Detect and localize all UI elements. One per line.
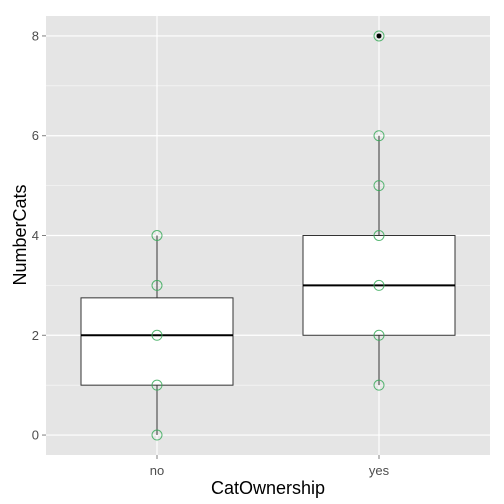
data-point bbox=[151, 329, 163, 341]
x-tick-label: no bbox=[150, 463, 164, 478]
data-point bbox=[151, 230, 163, 241]
y-tick-label: 4 bbox=[32, 228, 39, 243]
y-tick-label: 2 bbox=[32, 328, 39, 343]
data-point bbox=[151, 379, 163, 391]
whiskers bbox=[156, 135, 380, 436]
data-point bbox=[151, 429, 163, 441]
y-axis-label: NumberCats bbox=[10, 184, 30, 285]
axis-ticks: 0 2 4 6 8 no yes bbox=[32, 28, 390, 478]
data-point bbox=[373, 379, 385, 391]
data-points bbox=[151, 30, 385, 441]
data-point bbox=[151, 279, 163, 291]
y-tick-label: 8 bbox=[32, 28, 39, 43]
x-axis-label: CatOwnership bbox=[211, 478, 325, 498]
data-point bbox=[373, 30, 385, 42]
x-tick-label: yes bbox=[369, 463, 390, 478]
boxes bbox=[80, 235, 456, 386]
data-point bbox=[373, 180, 385, 192]
data-point bbox=[373, 279, 385, 291]
outlier-point bbox=[376, 33, 382, 39]
data-point bbox=[373, 329, 385, 341]
y-tick-label: 0 bbox=[32, 428, 39, 443]
data-point bbox=[373, 130, 385, 142]
box bbox=[80, 297, 234, 386]
y-tick-label: 6 bbox=[32, 128, 39, 143]
data-point bbox=[373, 230, 385, 241]
